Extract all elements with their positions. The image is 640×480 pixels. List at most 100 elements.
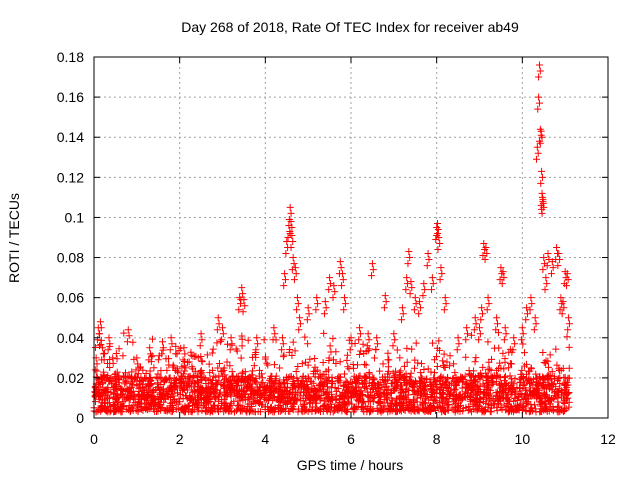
data-point [253, 334, 261, 342]
data-point [249, 367, 257, 375]
data-point [135, 364, 143, 372]
data-point [391, 373, 399, 381]
data-point [493, 407, 501, 415]
data-point [190, 388, 198, 396]
data-point [205, 399, 213, 407]
data-point [351, 375, 359, 383]
data-point [553, 244, 561, 252]
data-point [235, 306, 243, 314]
data-point [535, 99, 543, 107]
data-point [105, 334, 113, 342]
data-point [535, 61, 543, 69]
data-point [358, 380, 366, 388]
data-point [312, 396, 320, 404]
data-point [281, 270, 289, 278]
data-point [505, 364, 513, 372]
data-point [504, 402, 512, 410]
data-point [299, 408, 307, 416]
data-point [332, 360, 340, 368]
data-point [415, 406, 423, 414]
data-point [341, 300, 349, 308]
data-point [564, 276, 572, 284]
data-point [305, 310, 313, 318]
data-point [509, 346, 517, 354]
data-point [532, 370, 540, 378]
data-point [369, 384, 377, 392]
data-point [379, 360, 387, 368]
data-point [294, 300, 302, 308]
data-point [443, 374, 451, 382]
data-point [292, 368, 300, 376]
data-point [325, 354, 333, 362]
data-point [495, 344, 503, 352]
data-point [344, 388, 352, 396]
data-point [314, 406, 322, 414]
data-point [499, 349, 507, 357]
data-point [463, 324, 471, 332]
data-point [501, 324, 509, 332]
data-point [356, 330, 364, 338]
data-point [451, 369, 459, 377]
data-point [284, 374, 292, 382]
data-point [146, 344, 154, 352]
data-point [501, 385, 509, 393]
data-point [124, 326, 132, 334]
data-point [404, 260, 412, 268]
data-point [328, 377, 336, 385]
data-point [134, 370, 142, 378]
data-point [424, 250, 432, 258]
data-point [157, 386, 165, 394]
data-point [374, 399, 382, 407]
data-point [415, 310, 423, 318]
data-point [104, 346, 112, 354]
data-point [461, 389, 469, 397]
data-point [466, 376, 474, 384]
data-point [416, 377, 424, 385]
data-point [104, 384, 112, 392]
data-point [188, 363, 196, 371]
data-point [484, 365, 492, 373]
data-point [502, 330, 510, 338]
data-point [535, 93, 543, 101]
data-point [127, 379, 135, 387]
data-point [555, 367, 563, 375]
data-point [299, 372, 307, 380]
data-point [340, 402, 348, 410]
data-point [462, 353, 470, 361]
data-point [522, 316, 530, 324]
data-point [294, 377, 302, 385]
data-point [539, 197, 547, 205]
data-point [169, 386, 177, 394]
data-point [365, 369, 373, 377]
data-point [149, 405, 157, 413]
data-point [532, 320, 540, 328]
data-points [90, 61, 573, 416]
data-point [91, 366, 99, 374]
data-point [268, 382, 276, 390]
data-point [125, 372, 133, 380]
data-point [527, 294, 535, 302]
data-point [509, 405, 517, 413]
data-point [232, 388, 240, 396]
data-point [382, 298, 390, 306]
data-point [563, 270, 571, 278]
data-point [385, 404, 393, 412]
data-point [338, 270, 346, 278]
data-point [477, 372, 485, 380]
data-point [263, 359, 271, 367]
data-point [358, 391, 366, 399]
data-point [417, 369, 425, 377]
data-point [518, 373, 526, 381]
data-point [254, 390, 262, 398]
data-point [228, 373, 236, 381]
data-point [154, 356, 162, 364]
data-point [411, 356, 419, 364]
data-point [554, 403, 562, 411]
data-point [165, 374, 173, 382]
data-point [195, 382, 203, 390]
data-point [343, 351, 351, 359]
data-point [438, 270, 446, 278]
x-tick-labels: 0 2 4 6 8 10 12 [90, 431, 616, 447]
data-point [479, 363, 487, 371]
